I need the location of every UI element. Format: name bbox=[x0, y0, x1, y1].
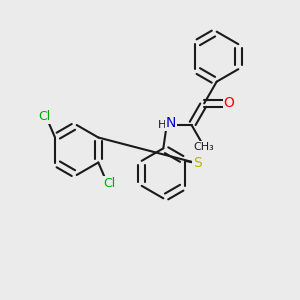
Text: Cl: Cl bbox=[103, 177, 115, 190]
Text: H: H bbox=[158, 120, 167, 130]
Text: CH₃: CH₃ bbox=[194, 142, 214, 152]
Text: S: S bbox=[193, 156, 202, 170]
Text: N: N bbox=[166, 116, 176, 130]
Text: O: O bbox=[224, 96, 235, 110]
Text: Cl: Cl bbox=[38, 110, 50, 123]
